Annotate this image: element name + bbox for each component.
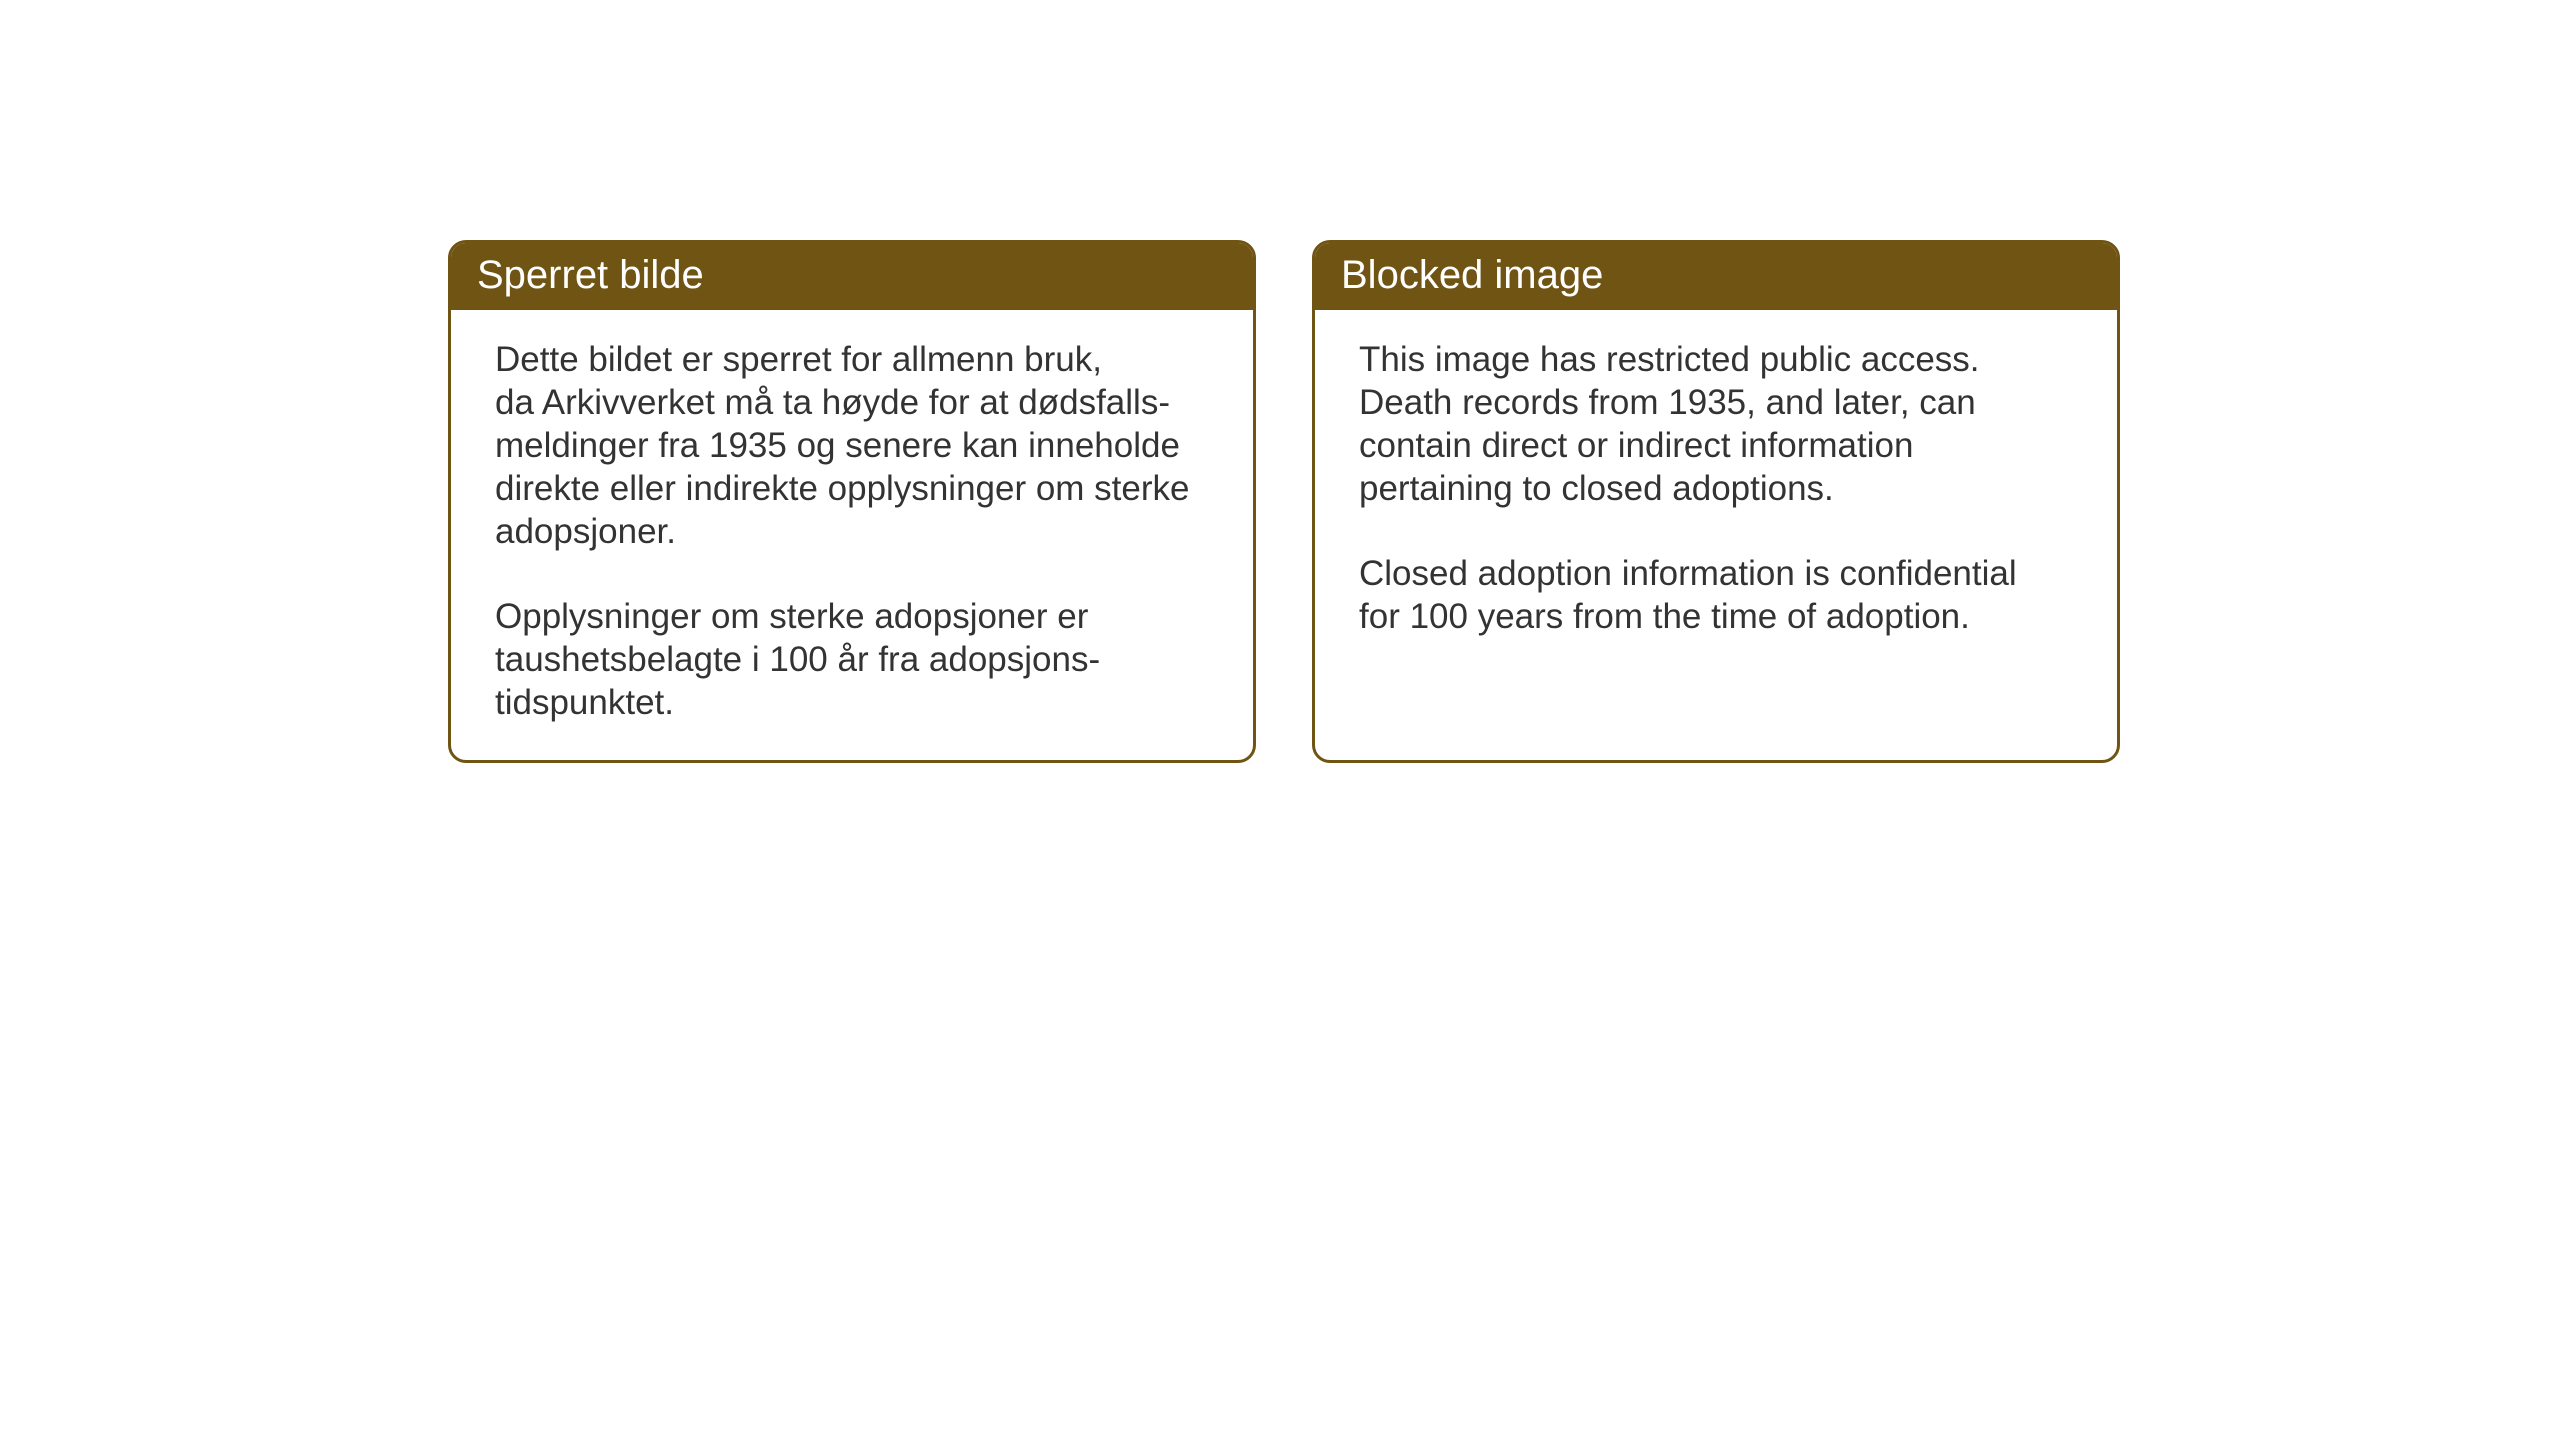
card-paragraph: This image has restricted public access.… [1359, 338, 2077, 510]
card-paragraph: Dette bildet er sperret for allmenn bruk… [495, 338, 1213, 553]
card-title: Sperret bilde [477, 253, 704, 297]
text-line: tidspunktet. [495, 683, 674, 722]
card-title: Blocked image [1341, 253, 1603, 297]
text-line: Opplysninger om sterke adopsjoner er [495, 597, 1088, 636]
text-line: Closed adoption information is confident… [1359, 554, 2017, 593]
notice-card-norwegian: Sperret bilde Dette bildet er sperret fo… [448, 240, 1256, 763]
card-body-norwegian: Dette bildet er sperret for allmenn bruk… [451, 310, 1253, 760]
card-header-english: Blocked image [1315, 243, 2117, 310]
notice-card-english: Blocked image This image has restricted … [1312, 240, 2120, 763]
card-header-norwegian: Sperret bilde [451, 243, 1253, 310]
card-body-english: This image has restricted public access.… [1315, 310, 2117, 674]
text-line: adopsjoner. [495, 512, 676, 551]
text-line: contain direct or indirect information [1359, 426, 1913, 465]
notice-cards-container: Sperret bilde Dette bildet er sperret fo… [448, 240, 2120, 763]
text-line: meldinger fra 1935 og senere kan innehol… [495, 426, 1180, 465]
text-line: direkte eller indirekte opplysninger om … [495, 469, 1190, 508]
text-line: taushetsbelagte i 100 år fra adopsjons- [495, 640, 1100, 679]
text-line: da Arkivverket må ta høyde for at dødsfa… [495, 383, 1170, 422]
card-paragraph: Opplysninger om sterke adopsjoner er tau… [495, 595, 1213, 724]
text-line: This image has restricted public access. [1359, 340, 1980, 379]
text-line: pertaining to closed adoptions. [1359, 469, 1834, 508]
card-paragraph: Closed adoption information is confident… [1359, 552, 2077, 638]
text-line: Death records from 1935, and later, can [1359, 383, 1976, 422]
text-line: Dette bildet er sperret for allmenn bruk… [495, 340, 1102, 379]
text-line: for 100 years from the time of adoption. [1359, 597, 1970, 636]
